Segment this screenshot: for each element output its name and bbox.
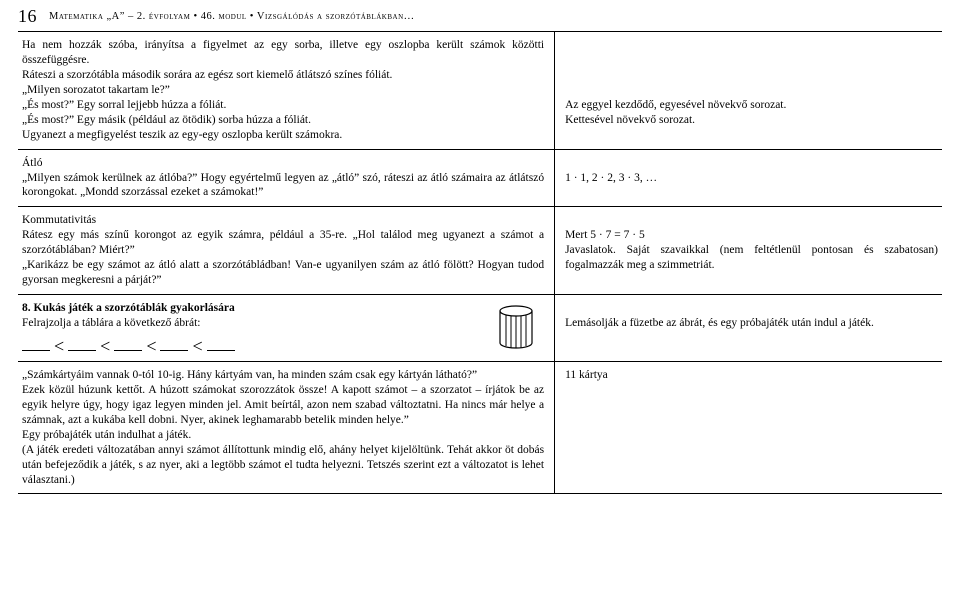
text: Lemásolják a füzetbe az ábrát, és egy pr… bbox=[565, 317, 874, 329]
row3-left: 8. Kukás játék a szorzótáblák gyakorlásá… bbox=[18, 295, 555, 361]
text: Ezek közül húzunk kettőt. A húzott számo… bbox=[22, 384, 544, 426]
lt-icon: < bbox=[54, 337, 64, 355]
text: Ráteszi a szorzótábla második sorára az … bbox=[22, 69, 392, 81]
blank bbox=[22, 340, 50, 351]
blank bbox=[68, 340, 96, 351]
section-title: 8. Kukás játék a szorzótáblák gyakorlásá… bbox=[22, 302, 235, 314]
row4-left: „Számkártyáim vannak 0-tól 10-ig. Hány k… bbox=[18, 362, 555, 494]
text: Javaslatok. Saját szavaikkal (nem feltét… bbox=[565, 244, 938, 271]
lt-icon: < bbox=[192, 337, 202, 355]
text: Egy próbajáték után indulhat a játék. bbox=[22, 429, 191, 441]
text: Ugyanezt a megfigyelést teszik az egy-eg… bbox=[22, 129, 342, 141]
text: Mert 5 · 7 = 7 · 5 bbox=[565, 229, 645, 241]
lt-icon: < bbox=[146, 337, 156, 355]
row1-left: Átló „Milyen számok kerülnek az átlóba?”… bbox=[18, 150, 555, 207]
row1-right: 1 · 1, 2 · 2, 3 · 3, … bbox=[555, 150, 942, 207]
text: Felrajzolja a táblára a következő ábrát: bbox=[22, 317, 200, 329]
row2-right: Mert 5 · 7 = 7 · 5 Javaslatok. Saját sza… bbox=[555, 207, 942, 294]
row-cards: „Számkártyáim vannak 0-tól 10-ig. Hány k… bbox=[18, 361, 942, 495]
section-title: Átló bbox=[22, 157, 42, 169]
row4-right: 11 kártya bbox=[555, 362, 942, 494]
text: „És most?” Egy sorral lejjebb húzza a fó… bbox=[22, 99, 226, 111]
text: 1 · 1, 2 · 2, 3 · 3, … bbox=[565, 172, 657, 184]
blank bbox=[207, 340, 235, 351]
text: Kettesével növekvő sorozat. bbox=[565, 114, 695, 126]
row-diagonal: Átló „Milyen számok kerülnek az átlóba?”… bbox=[18, 149, 942, 207]
row-commutativity: Kommutativitás Rátesz egy más színű koro… bbox=[18, 206, 942, 294]
text: 11 kártya bbox=[565, 369, 608, 381]
lt-icon: < bbox=[100, 337, 110, 355]
inequality-sketch: < < < < bbox=[22, 337, 492, 355]
row3-right: Lemásolják a füzetbe az ábrát, és egy pr… bbox=[555, 295, 942, 361]
section-title: Kommutativitás bbox=[22, 214, 96, 226]
content-table: Ha nem hozzák szóba, irányítsa a figyelm… bbox=[0, 31, 960, 494]
text: (A játék eredeti változatában annyi szám… bbox=[22, 444, 544, 486]
row0-left: Ha nem hozzák szóba, irányítsa a figyelm… bbox=[18, 32, 555, 149]
text: Rátesz egy más színű korongot az egyik s… bbox=[22, 229, 544, 256]
text: „Milyen számok kerülnek az átlóba?” Hogy… bbox=[22, 172, 544, 199]
text: „Milyen sorozatot takartam le?” bbox=[22, 84, 170, 96]
text: „Karikázz be egy számot az átló alatt a … bbox=[22, 259, 544, 286]
row2-left: Kommutativitás Rátesz egy más színű koro… bbox=[18, 207, 555, 294]
blank bbox=[114, 340, 142, 351]
text: Ha nem hozzák szóba, irányítsa a figyelm… bbox=[22, 39, 544, 66]
text: „Számkártyáim vannak 0-tól 10-ig. Hány k… bbox=[22, 369, 477, 381]
bin-icon bbox=[498, 305, 534, 354]
row-observation: Ha nem hozzák szóba, irányítsa a figyelm… bbox=[18, 31, 942, 149]
page-number: 16 bbox=[18, 6, 37, 27]
text: „És most?” Egy másik (például az ötödik)… bbox=[22, 114, 311, 126]
blank bbox=[160, 340, 188, 351]
row0-right: Az eggyel kezdődő, egyesével növekvő sor… bbox=[555, 32, 942, 149]
header-text: Matematika „A” – 2. évfolyam • 46. modul… bbox=[49, 11, 415, 22]
text: Az eggyel kezdődő, egyesével növekvő sor… bbox=[565, 99, 786, 111]
page-header: 16 Matematika „A” – 2. évfolyam • 46. mo… bbox=[0, 0, 960, 31]
row-bin-game: 8. Kukás játék a szorzótáblák gyakorlásá… bbox=[18, 294, 942, 361]
